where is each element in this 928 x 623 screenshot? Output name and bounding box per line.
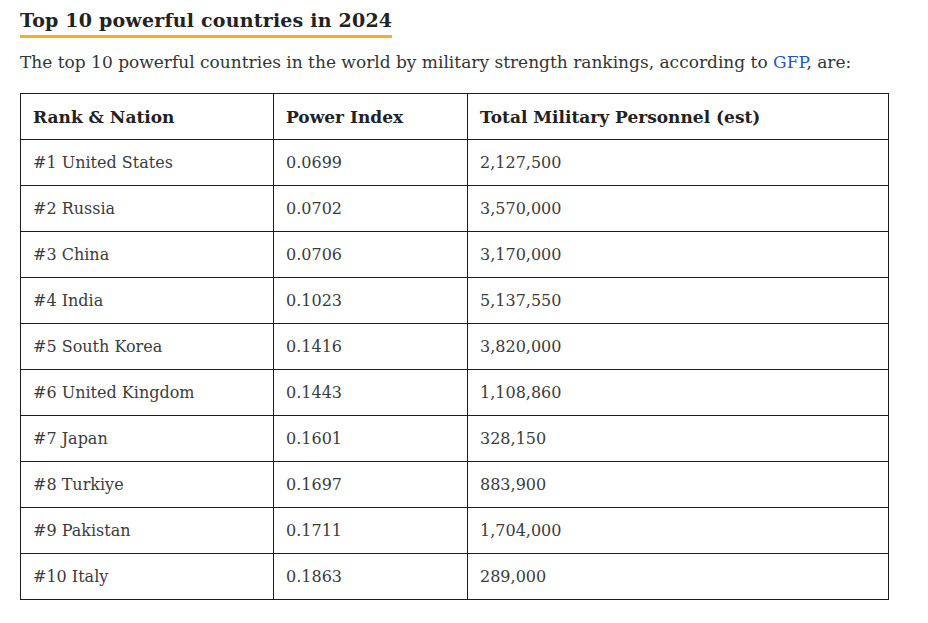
cell-power-index: 0.1601 <box>274 416 468 462</box>
article-page: Top 10 powerful countries in 2024 The to… <box>0 0 928 623</box>
cell-total-personnel: 1,108,860 <box>468 370 889 416</box>
cell-total-personnel: 2,127,500 <box>468 140 889 186</box>
cell-total-personnel: 3,820,000 <box>468 324 889 370</box>
cell-rank-nation: #1 United States <box>21 140 274 186</box>
header-total-personnel: Total Military Personnel (est) <box>468 94 889 140</box>
cell-power-index: 0.1416 <box>274 324 468 370</box>
table-row: #4 India0.10235,137,550 <box>21 278 889 324</box>
cell-total-personnel: 883,900 <box>468 462 889 508</box>
cell-total-personnel: 3,170,000 <box>468 232 889 278</box>
cell-total-personnel: 3,570,000 <box>468 186 889 232</box>
cell-rank-nation: #3 China <box>21 232 274 278</box>
cell-rank-nation: #8 Turkiye <box>21 462 274 508</box>
table-row: #10 Italy0.1863289,000 <box>21 554 889 600</box>
intro-text: The top 10 powerful countries in the wor… <box>20 52 908 72</box>
cell-power-index: 0.0706 <box>274 232 468 278</box>
header-rank-nation: Rank & Nation <box>21 94 274 140</box>
gfp-link[interactable]: GFP <box>773 52 806 72</box>
table-row: #5 South Korea0.14163,820,000 <box>21 324 889 370</box>
table-row: #3 China0.07063,170,000 <box>21 232 889 278</box>
cell-total-personnel: 5,137,550 <box>468 278 889 324</box>
cell-rank-nation: #5 South Korea <box>21 324 274 370</box>
cell-power-index: 0.1443 <box>274 370 468 416</box>
table-row: #1 United States0.06992,127,500 <box>21 140 889 186</box>
table-row: #2 Russia0.07023,570,000 <box>21 186 889 232</box>
cell-rank-nation: #2 Russia <box>21 186 274 232</box>
cell-power-index: 0.1023 <box>274 278 468 324</box>
intro-text-before-link: The top 10 powerful countries in the wor… <box>20 52 773 72</box>
cell-rank-nation: #10 Italy <box>21 554 274 600</box>
table-row: #9 Pakistan0.17111,704,000 <box>21 508 889 554</box>
cell-rank-nation: #4 India <box>21 278 274 324</box>
cell-power-index: 0.0702 <box>274 186 468 232</box>
table-row: #8 Turkiye0.1697883,900 <box>21 462 889 508</box>
header-power-index: Power Index <box>274 94 468 140</box>
cell-total-personnel: 1,704,000 <box>468 508 889 554</box>
table-header-row: Rank & Nation Power Index Total Military… <box>21 94 889 140</box>
cell-rank-nation: #7 Japan <box>21 416 274 462</box>
cell-power-index: 0.1711 <box>274 508 468 554</box>
cell-total-personnel: 289,000 <box>468 554 889 600</box>
cell-power-index: 0.1863 <box>274 554 468 600</box>
rankings-table: Rank & Nation Power Index Total Military… <box>20 93 889 600</box>
cell-total-personnel: 328,150 <box>468 416 889 462</box>
table-row: #7 Japan0.1601328,150 <box>21 416 889 462</box>
cell-rank-nation: #6 United Kingdom <box>21 370 274 416</box>
table-row: #6 United Kingdom0.14431,108,860 <box>21 370 889 416</box>
cell-power-index: 0.1697 <box>274 462 468 508</box>
page-title: Top 10 powerful countries in 2024 <box>20 9 392 38</box>
cell-rank-nation: #9 Pakistan <box>21 508 274 554</box>
intro-text-after-link: , are: <box>806 52 851 72</box>
cell-power-index: 0.0699 <box>274 140 468 186</box>
